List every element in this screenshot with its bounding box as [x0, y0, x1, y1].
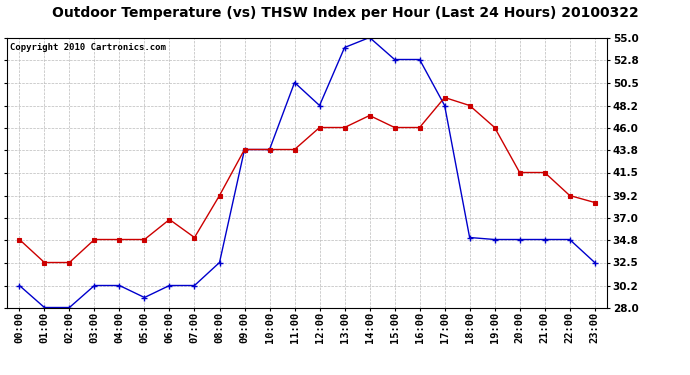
Text: Copyright 2010 Cartronics.com: Copyright 2010 Cartronics.com — [10, 43, 166, 52]
Text: Outdoor Temperature (vs) THSW Index per Hour (Last 24 Hours) 20100322: Outdoor Temperature (vs) THSW Index per … — [52, 6, 638, 20]
